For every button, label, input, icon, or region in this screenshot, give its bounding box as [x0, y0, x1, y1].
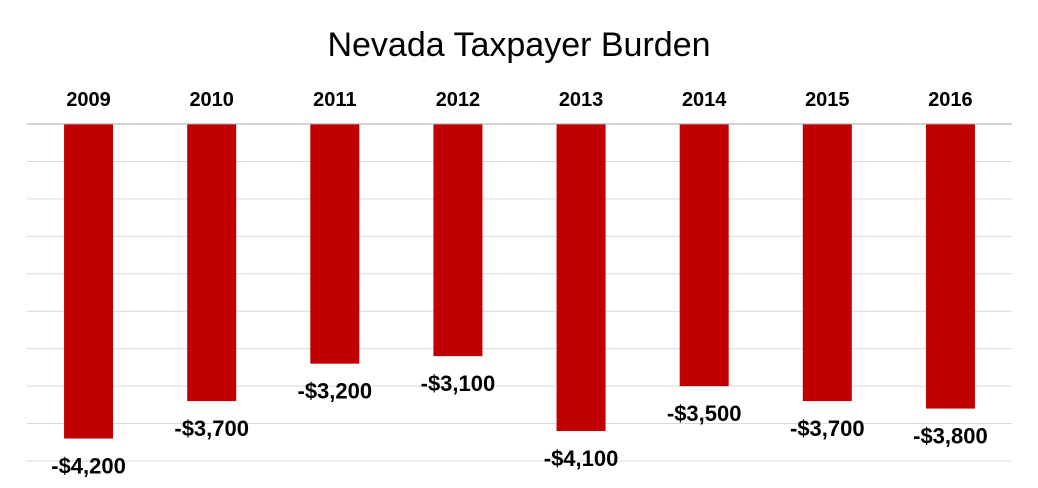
category-label: 2012: [436, 89, 481, 111]
data-label: -$3,200: [298, 379, 373, 404]
data-label: -$3,800: [913, 424, 988, 449]
category-label: 2016: [928, 89, 973, 111]
category-labels: 2009 2010 2011 2012 2013 2014 2015 2016: [66, 89, 972, 111]
category-label: 2014: [682, 89, 727, 111]
chart-title: Nevada Taxpayer Burden: [327, 26, 710, 64]
data-label: -$3,100: [421, 371, 496, 396]
bar: [187, 124, 237, 402]
category-label: 2015: [805, 89, 850, 111]
data-label: -$4,200: [51, 454, 126, 479]
bar: [556, 124, 606, 432]
data-label: -$4,100: [544, 446, 619, 471]
category-label: 2010: [189, 89, 234, 111]
bars: [64, 124, 975, 439]
bar: [679, 124, 729, 387]
bar: [433, 124, 483, 357]
bar: [64, 124, 114, 439]
category-label: 2009: [66, 89, 111, 111]
data-label: -$3,500: [667, 401, 742, 426]
data-label: -$3,700: [790, 416, 865, 441]
category-label: 2013: [559, 89, 604, 111]
data-labels: -$4,200 -$3,700 -$3,200 -$3,100 -$4,100 -$3,5…: [51, 371, 988, 478]
bar: [802, 124, 852, 402]
data-label: -$3,700: [174, 416, 249, 441]
bar: [925, 124, 975, 409]
bar: [310, 124, 360, 364]
category-label: 2011: [313, 89, 356, 111]
